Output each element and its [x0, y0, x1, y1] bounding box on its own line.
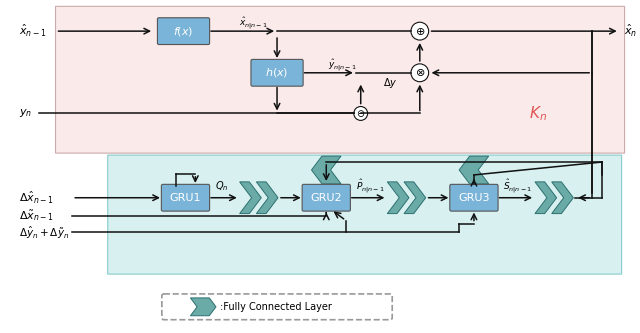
- Circle shape: [411, 64, 429, 82]
- Text: $\hat{S}_{n|n-1}$: $\hat{S}_{n|n-1}$: [504, 177, 532, 195]
- FancyBboxPatch shape: [450, 184, 498, 211]
- Text: GRU3: GRU3: [458, 193, 490, 203]
- Text: $f(x)$: $f(x)$: [173, 25, 194, 38]
- Text: $h(x)$: $h(x)$: [266, 66, 289, 79]
- Text: $\hat{P}_{n|n-1}$: $\hat{P}_{n|n-1}$: [356, 177, 385, 195]
- Text: $\ominus$: $\ominus$: [356, 108, 365, 119]
- FancyBboxPatch shape: [108, 155, 621, 274]
- FancyBboxPatch shape: [157, 18, 210, 45]
- Text: :Fully Connected Layer: :Fully Connected Layer: [220, 302, 332, 312]
- Polygon shape: [387, 182, 409, 213]
- Text: $\hat{x}_{n|n-1}$: $\hat{x}_{n|n-1}$: [239, 15, 268, 31]
- Text: $\otimes$: $\otimes$: [415, 67, 425, 78]
- Text: GRU2: GRU2: [310, 193, 342, 203]
- Polygon shape: [191, 298, 216, 316]
- Polygon shape: [312, 156, 341, 184]
- Circle shape: [411, 22, 429, 40]
- FancyBboxPatch shape: [161, 184, 210, 211]
- Text: $\Delta\hat{y}_n+\Delta\tilde{y}_n$: $\Delta\hat{y}_n+\Delta\tilde{y}_n$: [19, 224, 70, 241]
- Text: $\hat{y}_{n|n-1}$: $\hat{y}_{n|n-1}$: [328, 57, 356, 73]
- Polygon shape: [459, 156, 489, 184]
- Polygon shape: [239, 182, 261, 213]
- FancyBboxPatch shape: [162, 294, 392, 320]
- Polygon shape: [552, 182, 573, 213]
- Text: $y_n$: $y_n$: [19, 108, 33, 120]
- Circle shape: [354, 107, 367, 121]
- Text: GRU1: GRU1: [170, 193, 201, 203]
- Polygon shape: [404, 182, 426, 213]
- Polygon shape: [257, 182, 278, 213]
- Text: $\oplus$: $\oplus$: [415, 26, 425, 37]
- Text: $\Delta\tilde{x}_{n-1}$: $\Delta\tilde{x}_{n-1}$: [19, 208, 54, 223]
- Polygon shape: [535, 182, 557, 213]
- FancyBboxPatch shape: [56, 6, 625, 153]
- Text: $\Delta y$: $\Delta y$: [383, 76, 397, 90]
- Text: $\hat{x}_{n}$: $\hat{x}_{n}$: [623, 23, 637, 39]
- Text: $K_n$: $K_n$: [529, 104, 547, 123]
- FancyBboxPatch shape: [302, 184, 350, 211]
- FancyBboxPatch shape: [251, 59, 303, 86]
- Text: $Q_n$: $Q_n$: [215, 179, 228, 193]
- Text: $\Delta\hat{x}_{n-1}$: $\Delta\hat{x}_{n-1}$: [19, 189, 54, 206]
- Text: $\hat{x}_{n-1}$: $\hat{x}_{n-1}$: [19, 23, 47, 39]
